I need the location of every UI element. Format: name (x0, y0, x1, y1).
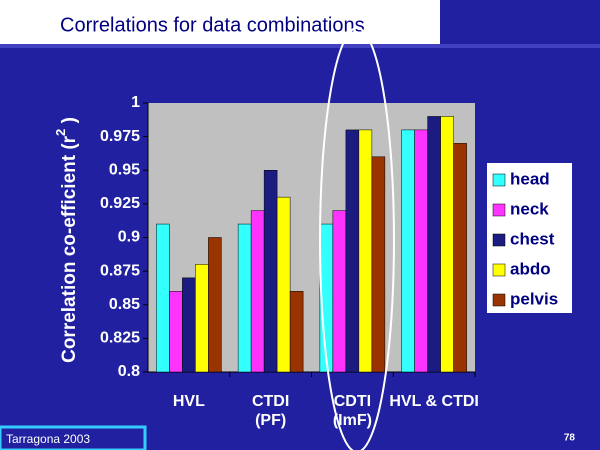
y-axis-label: Correlation co-efficient (r2 ) (53, 117, 80, 363)
legend-swatch (492, 203, 506, 217)
legend-label: head (510, 169, 550, 188)
bar (358, 129, 373, 373)
chart-title: Correlations for data combinations (60, 14, 365, 36)
bar (453, 143, 467, 373)
x-tick-label: HVL & CTDI (389, 393, 479, 410)
bar (169, 291, 183, 373)
bar (250, 210, 265, 373)
bar (263, 170, 278, 373)
bar (440, 116, 454, 373)
highlight-ellipse (319, 27, 395, 450)
x-tick-label: CTDI (PF) (251, 393, 290, 429)
x-tick-label: HVL (172, 393, 205, 410)
legend-label: pelvis (510, 289, 558, 308)
y-tick-label: 0.95 (109, 161, 140, 178)
bar (276, 196, 291, 373)
bar (289, 291, 304, 373)
legend-swatch (492, 173, 506, 187)
bar (371, 156, 386, 373)
bar (427, 116, 441, 373)
y-label-end: ) (59, 117, 80, 129)
y-tick-label: 0.85 (109, 296, 140, 313)
bar (345, 129, 360, 373)
page-number: 78 (564, 433, 576, 444)
y-tick-label: 0.925 (100, 195, 140, 212)
bar (401, 129, 415, 373)
y-label-text: Correlation co-efficient (r (59, 135, 80, 363)
y-label-sup: 2 (53, 129, 68, 136)
bar (414, 129, 428, 373)
y-tick-label: 0.975 (100, 128, 140, 145)
legend-label: neck (510, 199, 549, 218)
title-rule (0, 44, 600, 48)
x-tick-label: CDTI (ImF) (332, 393, 372, 429)
bar (156, 223, 170, 373)
bar (237, 223, 252, 373)
y-tick-label: 0.9 (118, 229, 140, 246)
y-tick-label: 0.875 (100, 262, 140, 279)
legend-swatch (492, 293, 506, 307)
legend-label: abdo (510, 259, 551, 278)
legend-label: chest (510, 229, 555, 248)
bar (332, 210, 347, 373)
bar (195, 264, 209, 373)
footer-box (0, 425, 147, 450)
legend-swatch (492, 263, 506, 277)
bar (182, 277, 196, 373)
y-tick-label: 0.825 (100, 330, 140, 347)
y-tick-label: 0.8 (118, 363, 140, 380)
bar (208, 237, 222, 373)
legend-swatch (492, 233, 506, 247)
footer-left: Tarragona 2003 (6, 432, 90, 446)
y-tick-label: 1 (131, 94, 140, 111)
